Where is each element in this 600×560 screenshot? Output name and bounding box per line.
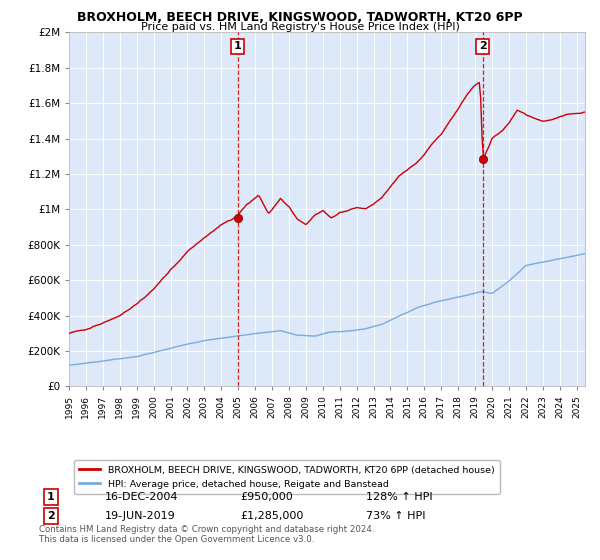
- Text: 73% ↑ HPI: 73% ↑ HPI: [366, 511, 425, 521]
- Text: 16-DEC-2004: 16-DEC-2004: [105, 492, 179, 502]
- Text: 2: 2: [479, 41, 487, 52]
- Text: 19-JUN-2019: 19-JUN-2019: [105, 511, 176, 521]
- Text: £950,000: £950,000: [240, 492, 293, 502]
- Text: 2: 2: [47, 511, 55, 521]
- Text: £1,285,000: £1,285,000: [240, 511, 304, 521]
- Text: Contains HM Land Registry data © Crown copyright and database right 2024.
This d: Contains HM Land Registry data © Crown c…: [39, 525, 374, 544]
- Text: 1: 1: [47, 492, 55, 502]
- Text: 1: 1: [233, 41, 241, 52]
- Legend: BROXHOLM, BEECH DRIVE, KINGSWOOD, TADWORTH, KT20 6PP (detached house), HPI: Aver: BROXHOLM, BEECH DRIVE, KINGSWOOD, TADWOR…: [74, 460, 500, 494]
- Text: Price paid vs. HM Land Registry's House Price Index (HPI): Price paid vs. HM Land Registry's House …: [140, 22, 460, 32]
- Text: 128% ↑ HPI: 128% ↑ HPI: [366, 492, 433, 502]
- Text: BROXHOLM, BEECH DRIVE, KINGSWOOD, TADWORTH, KT20 6PP: BROXHOLM, BEECH DRIVE, KINGSWOOD, TADWOR…: [77, 11, 523, 24]
